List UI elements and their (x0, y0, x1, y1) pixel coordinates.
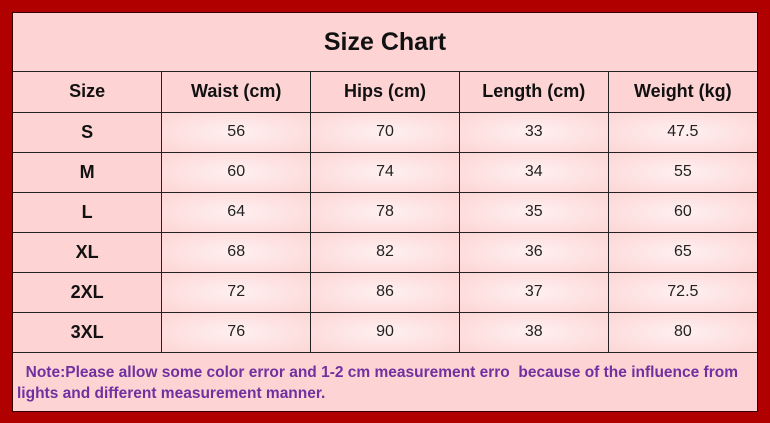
value-cell: 35 (458, 191, 609, 233)
table-row: 3XL 76 90 38 80 (13, 311, 757, 353)
value-cell: 34 (458, 151, 609, 193)
value-cell: 82 (310, 231, 460, 273)
size-cell: XL (13, 231, 163, 273)
value-cell: 65 (607, 231, 757, 273)
table-row: M 60 74 34 55 (13, 151, 757, 193)
value-cell: 72.5 (607, 271, 757, 313)
value-cell: 72 (161, 271, 312, 313)
value-cell: 78 (310, 191, 460, 233)
column-header: Size (13, 72, 163, 113)
value-cell: 64 (161, 191, 312, 233)
value-cell: 38 (458, 311, 609, 353)
column-header: Length (cm) (458, 72, 609, 113)
size-cell: L (13, 191, 163, 233)
size-table: Size Waist (cm) Hips (cm) Length (cm) Weight… (13, 72, 757, 353)
value-cell: 36 (458, 231, 609, 273)
column-header: Hips (cm) (310, 72, 460, 113)
header-row: Size Waist (cm) Hips (cm) Length (cm) Weight… (13, 72, 757, 113)
value-cell: 33 (458, 111, 609, 153)
value-cell: 86 (310, 271, 460, 313)
size-cell: S (13, 111, 163, 153)
value-cell: 47.5 (607, 111, 757, 153)
chart-title: Size Chart (13, 13, 757, 72)
column-header: Weight (kg) (607, 72, 757, 113)
value-cell: 56 (161, 111, 312, 153)
value-cell: 68 (161, 231, 312, 273)
column-header: Waist (cm) (161, 72, 312, 113)
size-cell: 3XL (13, 311, 163, 353)
value-cell: 55 (607, 151, 757, 193)
table-row: L 64 78 35 60 (13, 191, 757, 233)
value-cell: 37 (458, 271, 609, 313)
size-cell: 2XL (13, 271, 163, 313)
value-cell: 80 (607, 311, 757, 353)
note-text: Note:Please allow some color error and 1… (17, 363, 743, 402)
table-row: XL 68 82 36 65 (13, 231, 757, 273)
size-chart: Size Chart Size Waist (cm) Hips (cm) Length… (12, 12, 758, 412)
value-cell: 70 (310, 111, 460, 153)
value-cell: 90 (310, 311, 460, 353)
value-cell: 74 (310, 151, 460, 193)
value-cell: 60 (607, 191, 757, 233)
size-cell: M (13, 151, 163, 193)
table-row: S 56 70 33 47.5 (13, 111, 757, 153)
table-row: 2XL 72 86 37 72.5 (13, 271, 757, 313)
value-cell: 76 (161, 311, 312, 353)
value-cell: 60 (161, 151, 312, 193)
